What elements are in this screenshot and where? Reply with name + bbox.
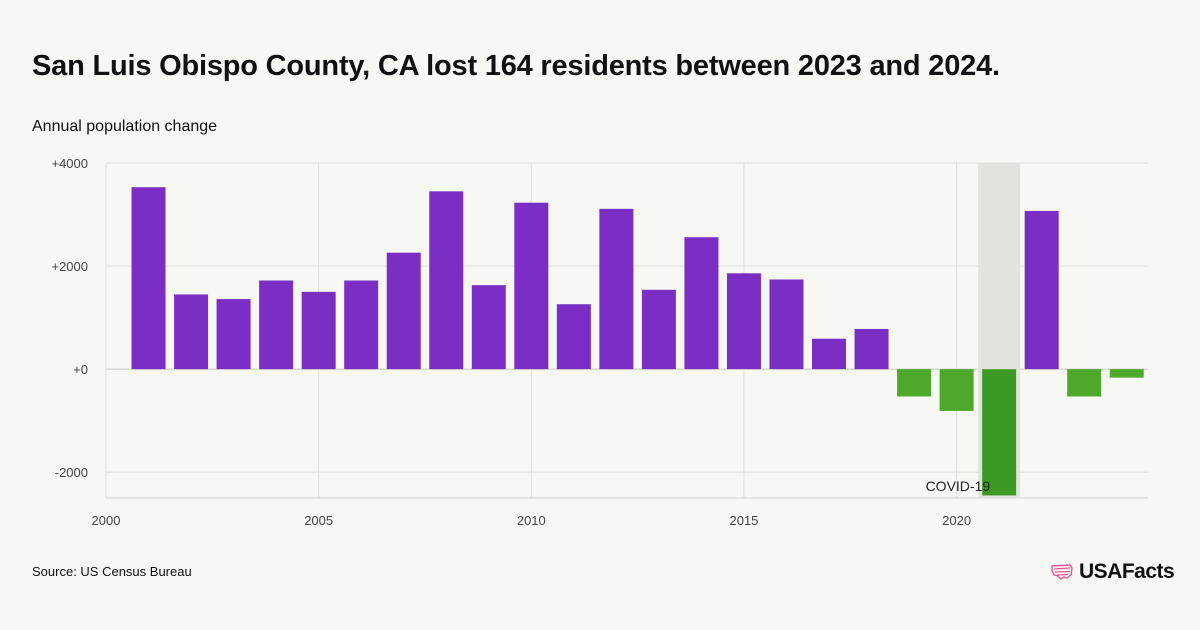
y-tick-label: +0: [73, 362, 88, 377]
bar-2016: [769, 279, 804, 370]
bar-2012: [599, 208, 634, 370]
x-tick-label: 2000: [92, 513, 121, 528]
bar-2008: [429, 191, 464, 370]
y-axis-label: Annual population change: [32, 118, 218, 135]
chart-bars: [131, 187, 1144, 496]
bar-2013: [641, 289, 676, 370]
covid-annotation: COVID-19: [926, 478, 991, 494]
source-note: Source: US Census Bureau: [32, 564, 192, 579]
axis-labels: +4000 +2000 +0 -2000 2000 2005 2010 2015 2020 COV…: [51, 156, 990, 528]
bar-2015: [726, 273, 761, 370]
bar-2010: [514, 202, 549, 370]
bar-2007: [386, 252, 421, 370]
x-tick-label: 2015: [729, 513, 758, 528]
bar-2023: [1067, 369, 1102, 397]
bar-2005: [301, 291, 336, 370]
x-tick-label: 2005: [304, 513, 333, 528]
bar-2020: [939, 369, 974, 411]
y-tick-label: -2000: [55, 465, 88, 480]
usafacts-logo[interactable]: USAFacts: [1050, 560, 1175, 584]
bar-chart: +4000 +2000 +0 -2000 2000 2005 2010 2015 2020 COV…: [51, 156, 1148, 528]
bar-2014: [684, 237, 719, 370]
x-tick-label: 2020: [942, 513, 971, 528]
y-tick-label: +2000: [51, 259, 88, 274]
bar-2001: [131, 187, 166, 370]
bar-2009: [471, 285, 506, 370]
bar-2017: [812, 338, 847, 370]
x-tick-label: 2010: [517, 513, 546, 528]
bar-2019: [897, 369, 932, 397]
bar-2024: [1109, 369, 1144, 378]
bar-2018: [854, 328, 889, 370]
bar-2022: [1024, 210, 1059, 370]
chart-title: San Luis Obispo County, CA lost 164 resi…: [32, 50, 1000, 82]
us-flag-map-icon: [1051, 564, 1073, 580]
bar-2003: [216, 299, 251, 370]
y-tick-label: +4000: [51, 156, 88, 171]
brand-name: USAFacts: [1079, 560, 1175, 583]
bar-2006: [344, 280, 379, 370]
bar-2021: [982, 369, 1017, 496]
bar-2004: [259, 280, 294, 370]
bar-2002: [174, 294, 209, 370]
bar-2011: [556, 304, 591, 370]
